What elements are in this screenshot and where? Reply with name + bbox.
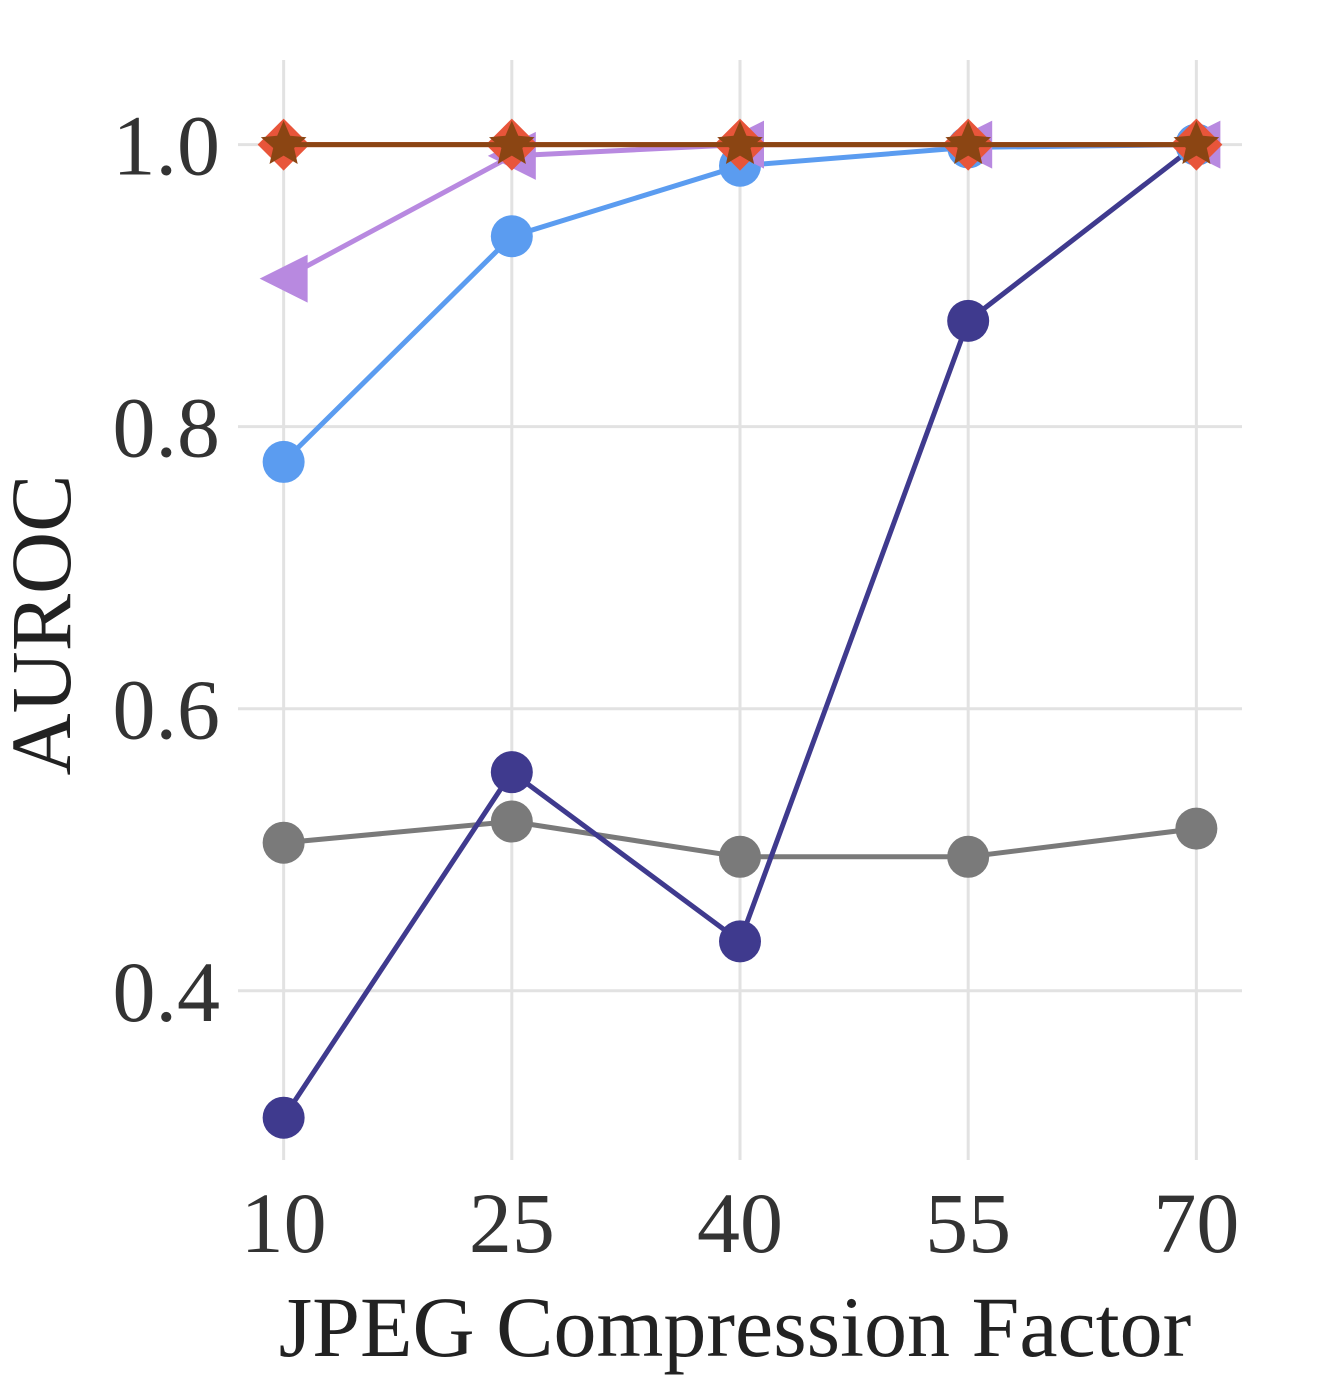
series-group [257, 118, 1223, 1139]
y-axis-label: AUROC [0, 474, 89, 775]
x-axis-label: JPEG Compression Factor [279, 1279, 1192, 1375]
x-tick-label: 10 [241, 1175, 327, 1271]
y-tick-label: 0.6 [113, 662, 221, 758]
tick-labels: 10 25 40 55 70 0.4 0.6 0.8 1.0 [113, 98, 1240, 1271]
data-point [490, 215, 533, 258]
data-point [717, 120, 763, 164]
y-tick-label: 1.0 [113, 98, 221, 194]
data-point [1175, 807, 1218, 850]
data-point [490, 800, 533, 843]
data-point [259, 254, 308, 303]
y-tick-label: 0.8 [113, 380, 221, 476]
data-point [262, 1096, 305, 1139]
data-point [947, 299, 990, 342]
data-point [947, 835, 990, 878]
data-point [719, 835, 761, 878]
series-6 [260, 120, 1220, 164]
data-point [719, 920, 761, 963]
y-tick-label: 0.4 [113, 944, 221, 1040]
x-tick-label: 40 [697, 1175, 783, 1271]
data-point [945, 120, 991, 164]
x-tick-label: 55 [925, 1175, 1011, 1271]
series-1 [262, 800, 1218, 878]
data-point [260, 120, 307, 164]
data-point [262, 440, 305, 483]
data-point [262, 821, 305, 864]
data-point [490, 751, 533, 794]
data-point [1173, 120, 1220, 164]
x-tick-label: 25 [469, 1175, 555, 1271]
data-point [489, 120, 535, 164]
x-tick-label: 70 [1153, 1175, 1239, 1271]
